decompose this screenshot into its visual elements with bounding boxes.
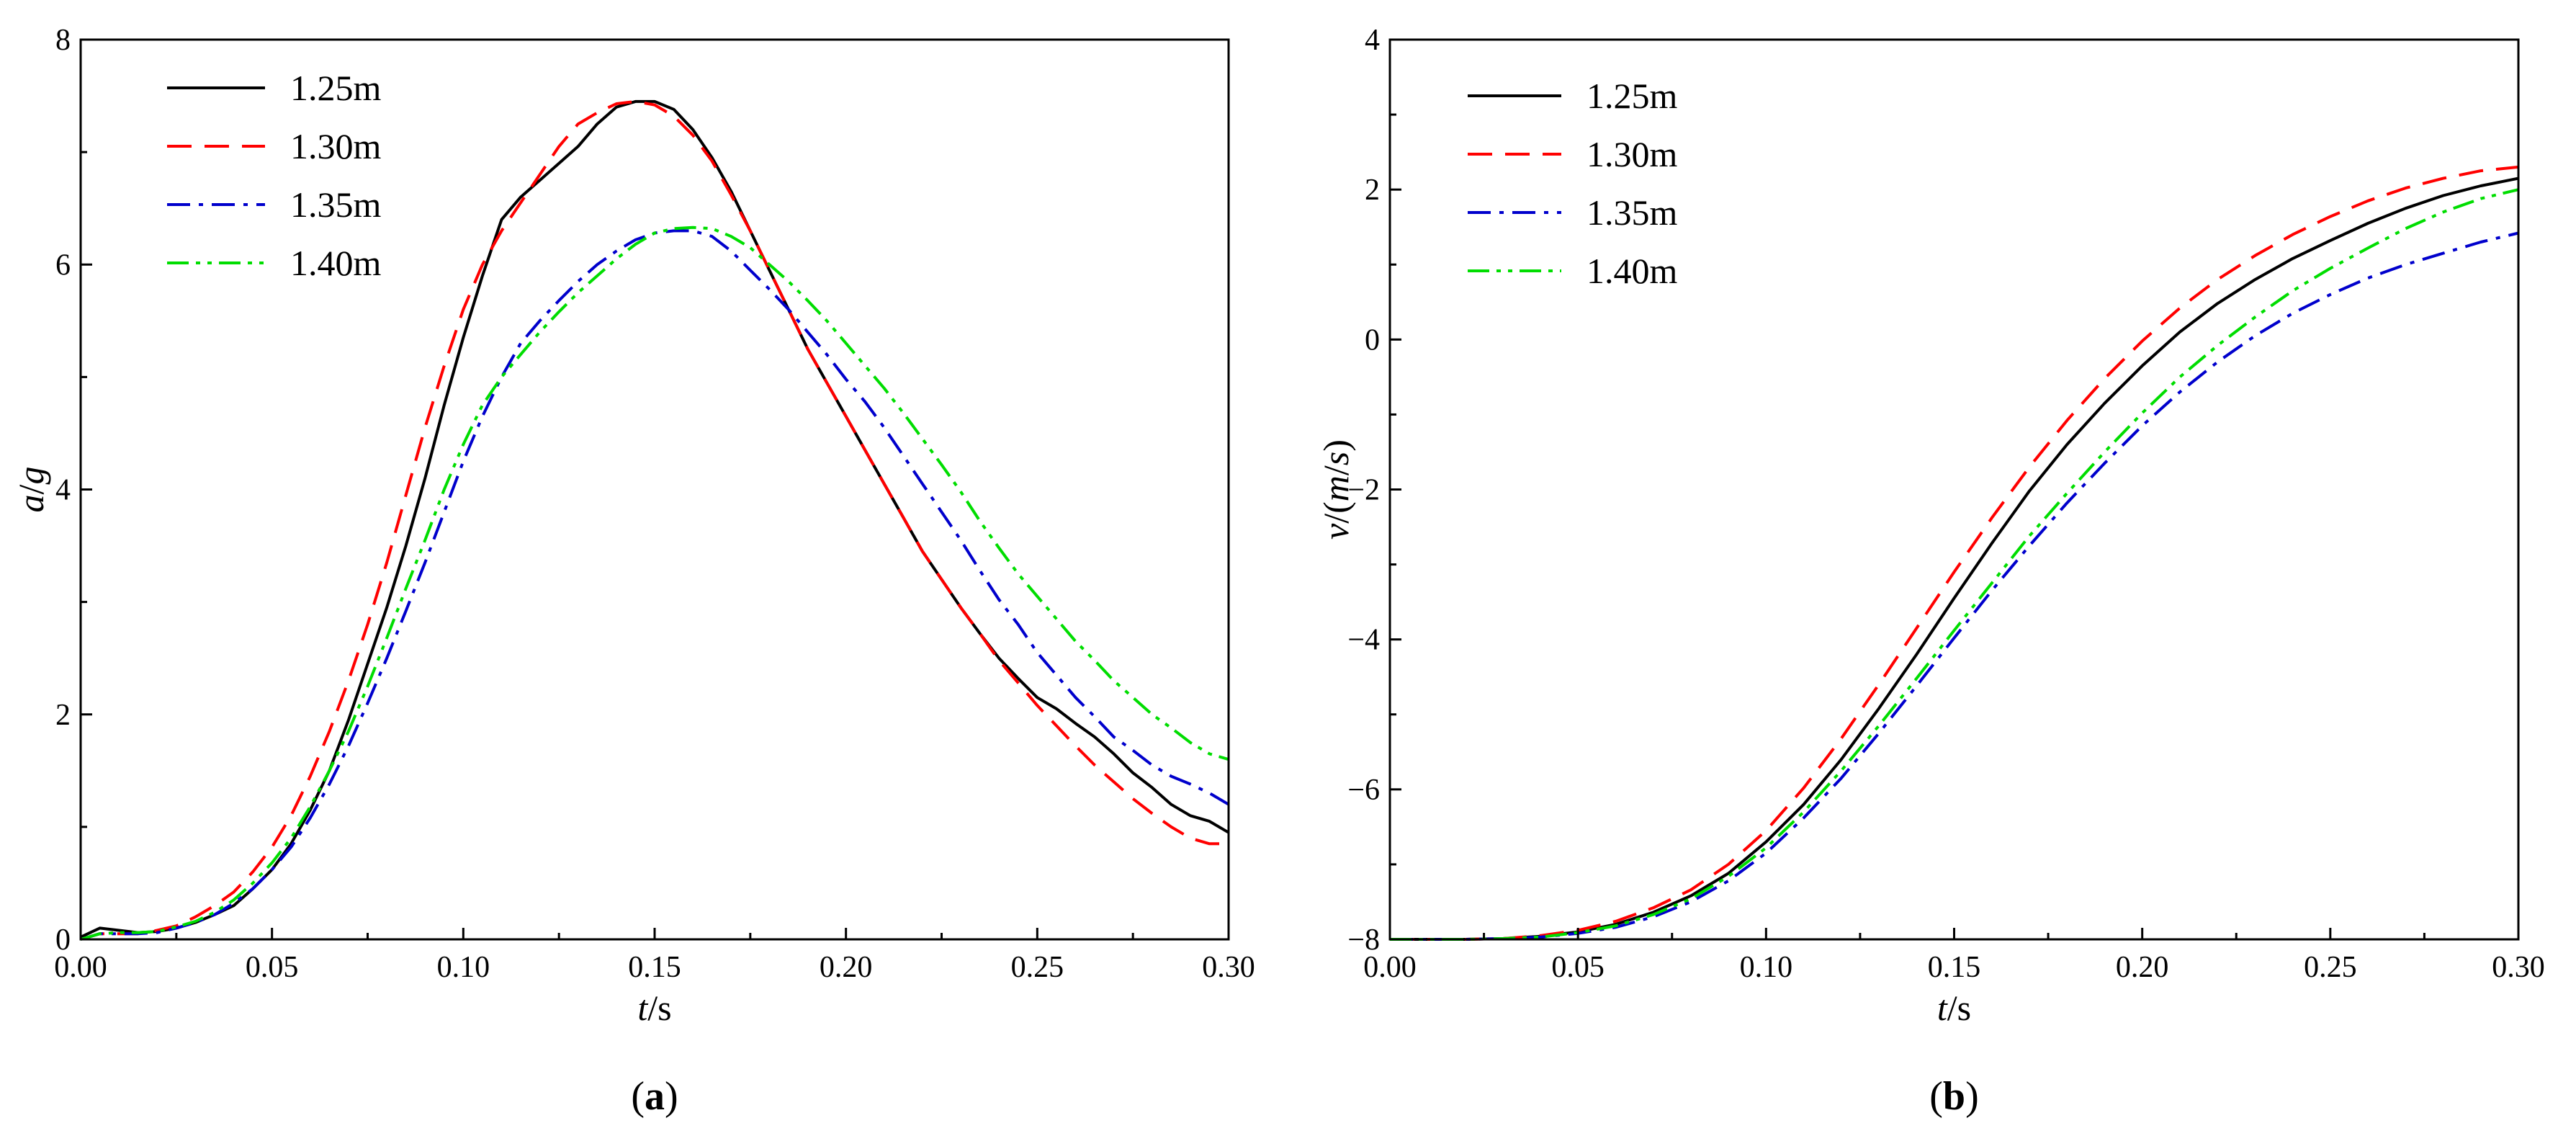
panel-a-y-tick-label: 6 [55, 249, 71, 282]
panel-b-x-tick-label: 0.00 [1363, 951, 1417, 984]
panel-b-legend-label: 1.40m [1587, 251, 1678, 291]
panel-b-y-tick-label: 0 [1365, 323, 1380, 357]
panel-a-label-letter: a [645, 1074, 665, 1119]
panel-a-plot-lines [80, 99, 1230, 941]
panel-a-x-tick-label: 0.10 [437, 951, 490, 984]
panel-a-legend: 1.25m 1.30m 1.35m 1.40m [167, 68, 382, 283]
panel-b-y-tick-label: 4 [1365, 24, 1380, 57]
panel-a-x-tick-label: 0.25 [1011, 951, 1064, 984]
panel-b-y-axis-label: v/(m/s) [1316, 439, 1356, 540]
panel-a-x-tick-label: 0.05 [246, 951, 299, 984]
panel-b-y-ticks: −8 −6 −4 −2 0 2 4 [1347, 24, 1401, 957]
panel-b-x-axis-label: t/s [1937, 988, 1971, 1028]
panel-b-legend-label: 1.35m [1587, 192, 1678, 233]
panel-a-y-tick-label: 4 [55, 474, 71, 507]
panel-b-label: (b) [1929, 1074, 1978, 1119]
panel-a-y-tick-label: 8 [55, 24, 71, 57]
panel-b-x-tick-label: 0.05 [1551, 951, 1605, 984]
panel-a-series-line-1-40m [80, 225, 1229, 941]
panel-a-chart: 0.00 0.05 0.10 0.15 0.20 0.25 0.30 0 2 4 6 8 t/s a… [11, 24, 1255, 1119]
panel-b-x-tick-label: 0.15 [1928, 951, 1981, 984]
panel-b-x-ticks: 0.00 0.05 0.10 0.15 0.20 0.25 0.30 [1363, 928, 2545, 984]
panel-a-x-axis-label: t/s [637, 988, 671, 1028]
panel-b-legend-label: 1.30m [1587, 134, 1678, 174]
panel-b-legend-label: 1.25m [1587, 76, 1678, 116]
panel-a-legend-label: 1.25m [290, 68, 382, 108]
panel-a-x-tick-label: 0.30 [1202, 951, 1255, 984]
panel-b-y-tick-label: −6 [1347, 774, 1380, 807]
panel-b-y-tick-label: −8 [1347, 923, 1380, 957]
panel-a-x-axis-var: t [637, 988, 648, 1028]
panel-a-y-tick-label: 2 [55, 699, 71, 732]
panel-a-y-tick-label: 0 [55, 923, 71, 957]
panel-b-legend: 1.25m 1.30m 1.35m 1.40m [1468, 76, 1678, 291]
panel-a-legend-label: 1.35m [290, 184, 382, 225]
panel-a-x-tick-label: 0.00 [54, 951, 107, 984]
panel-b-label-letter: b [1943, 1074, 1965, 1119]
panel-a-y-ticks: 0 2 4 6 8 [55, 24, 92, 957]
panel-b-x-tick-label: 0.30 [2492, 951, 2545, 984]
panel-b-chart: 0.00 0.05 0.10 0.15 0.20 0.25 0.30 −8 −6 −4 −2 0 2 4… [1316, 24, 2545, 1119]
panel-a-x-ticks: 0.00 0.05 0.10 0.15 0.20 0.25 0.30 [54, 928, 1255, 984]
panel-b-x-tick-label: 0.25 [2304, 951, 2357, 984]
panel-a-y-axis-label: a/g [11, 467, 51, 513]
panel-b-x-tick-label: 0.20 [2116, 951, 2169, 984]
panel-a-series-line-1-30m [80, 99, 1229, 941]
panel-a-legend-label: 1.40m [290, 243, 382, 283]
panel-a-x-tick-label: 0.15 [628, 951, 681, 984]
panel-b-y-tick-label: −2 [1347, 474, 1380, 507]
panel-a-label: (a) [631, 1074, 678, 1119]
panel-a-x-tick-label: 0.20 [820, 951, 873, 984]
panel-b-y-tick-label: 2 [1365, 174, 1380, 207]
panel-a-legend-label: 1.30m [290, 126, 382, 166]
panel-b-x-tick-label: 0.10 [1740, 951, 1793, 984]
panel-b-y-tick-label: −4 [1347, 624, 1380, 657]
